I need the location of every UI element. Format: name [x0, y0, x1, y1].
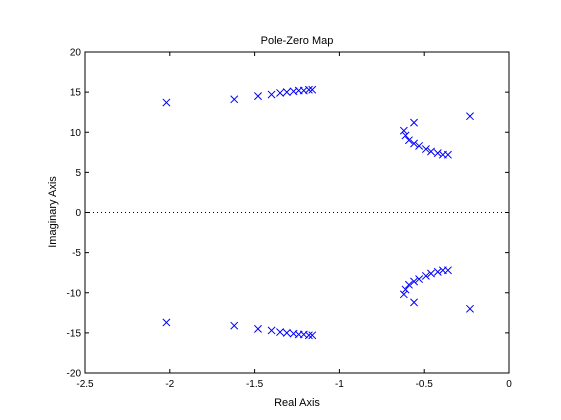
pole-marker: [433, 149, 442, 158]
y-tick-label: -5: [72, 248, 81, 259]
y-tick-label: -10: [67, 288, 82, 299]
pole-marker: [415, 141, 424, 150]
pole-marker: [401, 131, 410, 140]
pole-marker: [421, 271, 430, 280]
y-tick-label: 15: [70, 88, 82, 99]
pole-marker: [282, 88, 291, 97]
pole-marker: [410, 298, 418, 307]
pole-marker: [401, 285, 410, 294]
pole-marker: [421, 145, 430, 154]
x-tick-label: -1: [335, 379, 344, 390]
pole-marker: [443, 150, 452, 159]
y-tick-label: 5: [75, 168, 81, 179]
pole-marker: [433, 267, 442, 276]
x-tick-label: -1.5: [246, 379, 264, 390]
pole-marker: [399, 126, 408, 135]
pole-marker: [404, 136, 413, 145]
pole-marker: [410, 277, 418, 286]
pole-marker: [254, 324, 262, 333]
pole-marker: [466, 304, 474, 313]
pole-marker: [230, 321, 239, 330]
pole-marker: [282, 328, 291, 337]
y-tick-label: -15: [67, 328, 82, 339]
pole-marker: [308, 331, 317, 340]
x-tick-label: -2.5: [76, 379, 94, 390]
pole-marker: [466, 112, 474, 121]
pole-marker: [254, 92, 262, 101]
x-axis-label: Real Axis: [274, 397, 320, 409]
pole-marker: [399, 290, 408, 299]
pole-marker: [415, 275, 424, 284]
y-tick-label: 20: [70, 48, 82, 59]
pole-marker: [308, 85, 317, 94]
x-tick-label: 0: [506, 379, 512, 390]
pole-marker: [267, 326, 276, 335]
y-tick-label: 10: [70, 128, 82, 139]
chart-title: Pole-Zero Map: [261, 35, 334, 47]
y-tick-label: 0: [75, 208, 81, 219]
pole-marker: [276, 328, 284, 337]
x-tick-label: -2: [165, 379, 174, 390]
pole-marker: [427, 147, 435, 156]
pole-marker: [427, 269, 435, 278]
y-tick-label: -20: [67, 369, 82, 380]
plot-area: -2.5 -2 -1.5 -1 -0.5 0 -20 -15 -10 -5 0 5 10 15 20: [67, 48, 513, 391]
pole-marker: [304, 85, 313, 94]
pole-marker: [267, 90, 276, 99]
y-axis-label: Imaginary Axis: [47, 176, 59, 248]
pole-marker: [410, 118, 418, 127]
pole-marker: [304, 331, 313, 340]
pole-marker: [276, 88, 284, 97]
pole-marker: [230, 95, 239, 104]
pole-marker: [410, 139, 418, 148]
x-tick-label: -0.5: [416, 379, 434, 390]
pole-marker: [162, 98, 171, 107]
pole-marker: [443, 266, 452, 275]
pole-marker: [162, 318, 171, 327]
pole-marker: [404, 280, 413, 289]
